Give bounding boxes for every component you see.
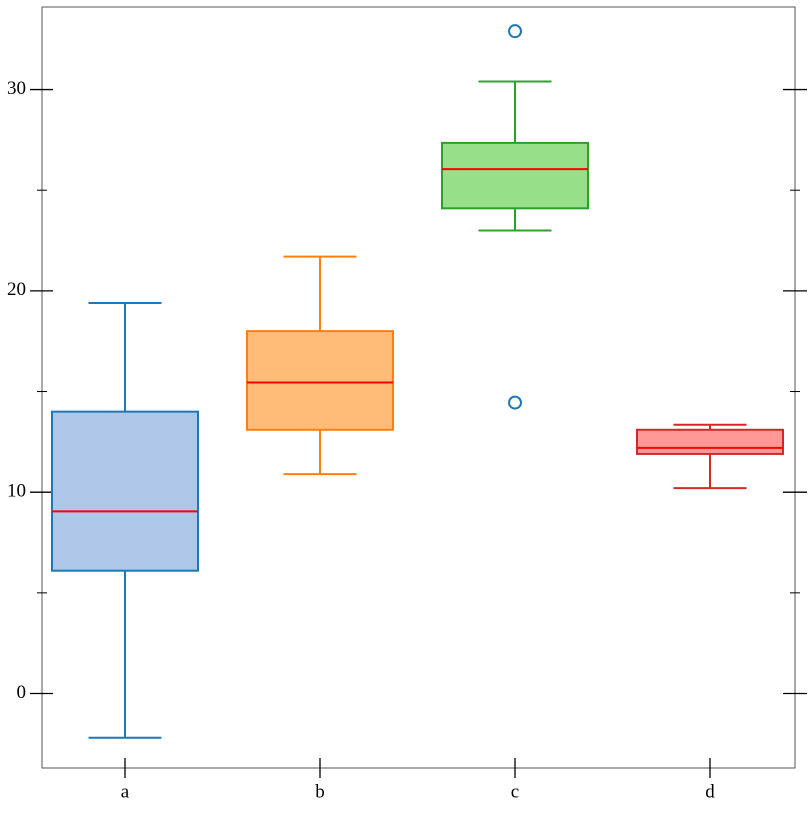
y-tick-label: 20 [7,279,26,300]
y-tick-label: 10 [7,481,26,502]
flier [508,395,522,410]
plot-frame [41,6,796,769]
box [636,428,784,455]
x-tick-label: c [511,781,519,802]
box [51,410,199,572]
box [441,141,589,210]
y-tick-label: 30 [7,78,26,99]
x-tick-label: b [315,781,325,802]
flier [508,24,522,39]
y-tick-label: 0 [17,682,27,703]
x-tick-label: a [121,781,130,802]
box [246,330,394,431]
x-tick-label: d [705,781,715,802]
